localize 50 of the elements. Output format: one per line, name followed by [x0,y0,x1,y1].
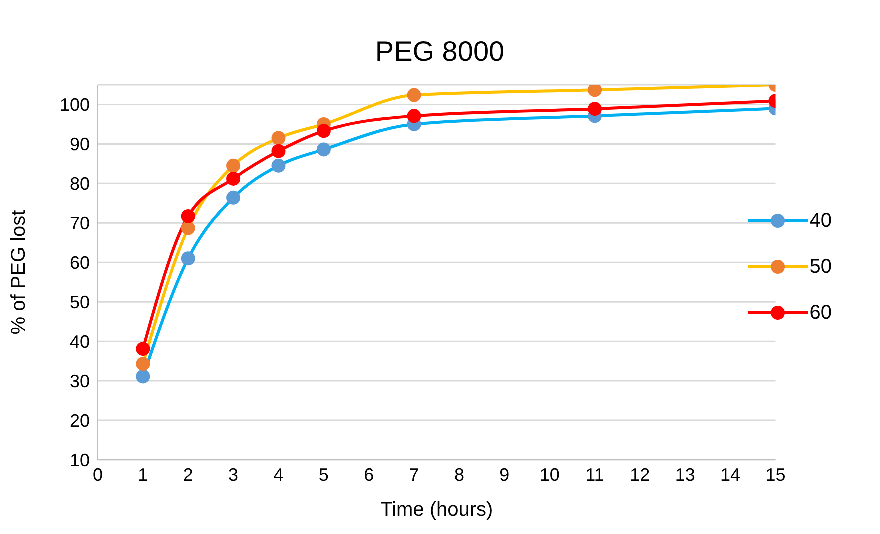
point [407,88,422,102]
point [226,172,241,186]
y-tick-label: 50 [70,292,90,312]
point [136,370,150,384]
y-tick-label: 80 [70,174,90,194]
legend-label: 40 [810,210,832,232]
x-axis-title: Time (hours) [380,499,494,521]
y-tick-label: 10 [70,450,90,470]
point [226,158,241,173]
y-axis-title: % of PEG lost [8,210,30,335]
x-tick-label: 2 [183,464,194,485]
x-tick-label: 5 [318,464,329,485]
point [316,142,331,157]
x-tick-label: 12 [630,464,650,485]
chart-title: PEG 8000 [374,36,506,68]
legend-label: 50 [810,256,832,278]
point [136,342,150,356]
x-tick-label: 6 [364,464,374,485]
x-tick-label: 3 [228,464,239,485]
x-tick-label: 7 [409,464,420,485]
x-tick-label: 11 [586,464,604,485]
x-tick-label: 13 [675,464,696,485]
point [316,124,331,138]
point [181,221,196,236]
x-tick-label: 14 [720,464,741,485]
point [272,158,286,173]
y-tick-label: 30 [70,371,90,392]
y-tick-label: 40 [70,332,90,352]
x-tick-label: 10 [540,464,560,485]
y-tick-label: 90 [70,134,90,155]
y-tick-label: 60 [70,253,90,274]
point [407,109,422,124]
point [272,131,286,146]
y-tick-label: 20 [70,410,90,431]
point [136,357,150,372]
point [181,209,196,224]
point [226,190,241,205]
point [181,252,196,266]
point [272,144,286,158]
legend-label: 60 [810,302,832,324]
x-tick-label: 4 [274,464,284,485]
x-tick-label: 15 [766,464,786,485]
point [588,85,602,98]
x-tick-label: 0 [92,464,104,485]
point [588,102,602,116]
x-tick-label: 1 [138,464,148,485]
y-tick-label: 100 [60,95,90,116]
y-tick-label: 70 [70,214,90,234]
x-tick-label: 9 [500,464,510,485]
x-tick-label: 8 [454,464,464,485]
